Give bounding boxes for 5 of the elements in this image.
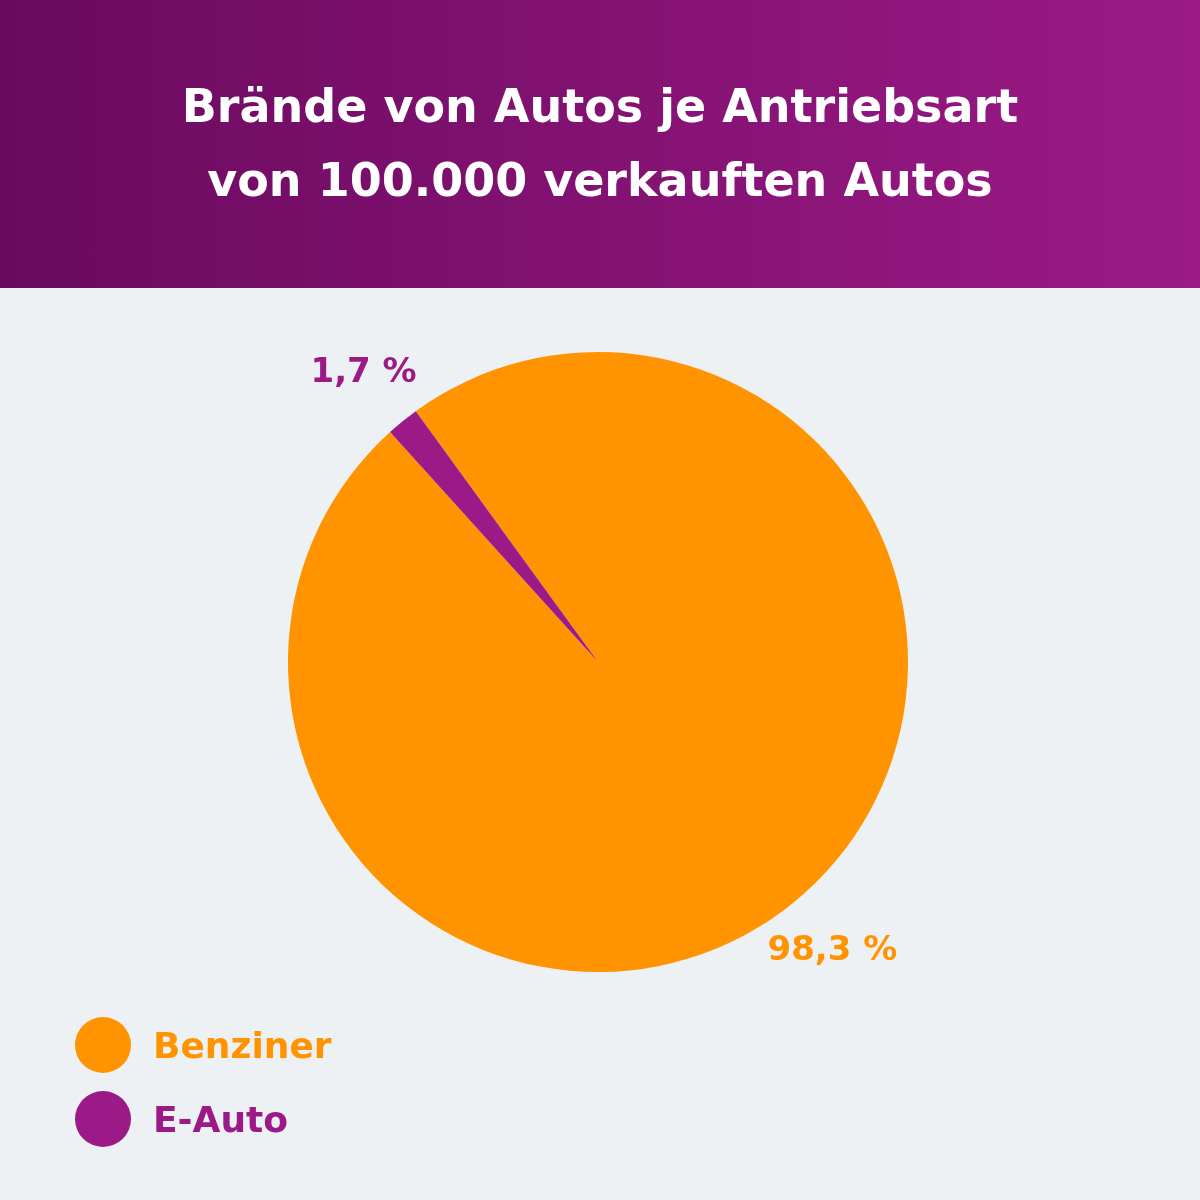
legend-label: E-Auto: [153, 1098, 288, 1140]
chart-title: Brände von Autos je Antriebsart von 100.000 verkauften Autos: [180, 78, 1020, 209]
data-label: 1,7 %: [310, 349, 417, 390]
data-label: 98,3 %: [767, 927, 898, 968]
legend-label: Benziner: [153, 1024, 332, 1066]
